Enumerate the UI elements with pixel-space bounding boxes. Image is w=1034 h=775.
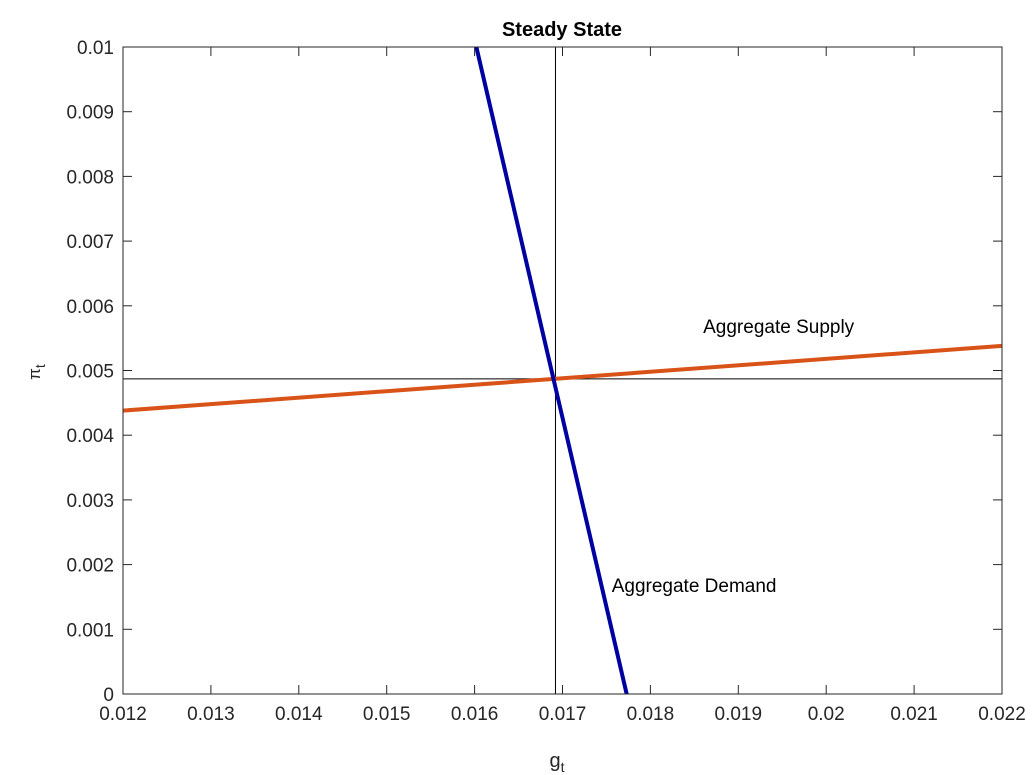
y-tick-label: 0.008: [66, 167, 114, 188]
x-tick-label: 0.02: [808, 704, 845, 725]
x-axis-label-symbol: g: [549, 750, 560, 772]
y-tick-label: 0.004: [66, 426, 114, 447]
x-axis-label: gt: [549, 750, 564, 775]
plot-area-background: [123, 47, 1002, 694]
y-tick-label: 0.006: [66, 297, 114, 318]
y-axis: 0 0.001 0.002 0.003 0.004 0.005 0.006 0.007 0.00…: [66, 38, 1002, 706]
aggregate-supply-line: [122, 343, 1003, 413]
x-tick-label: 0.021: [890, 704, 938, 725]
y-tick-label: 0.01: [77, 38, 114, 59]
y-tick-label: 0.005: [66, 362, 114, 383]
y-tick-label: 0.009: [66, 103, 114, 124]
x-axis-label-subscript: t: [561, 759, 565, 775]
x-tick-label: 0.015: [363, 704, 411, 725]
y-tick-label: 0.007: [66, 232, 114, 253]
x-tick-label: 0.019: [715, 704, 763, 725]
x-axis: 0.012 0.013 0.014 0.015 0.016 0.017 0.018 0.019…: [99, 47, 1026, 725]
y-tick-label: 0.003: [66, 491, 114, 512]
x-tick-label: 0.014: [275, 704, 323, 725]
aggregate-demand-annotation: Aggregate Demand: [612, 576, 777, 597]
y-axis-label: πt: [25, 364, 48, 380]
x-tick-label: 0.022: [978, 704, 1026, 725]
y-axis-label-subscript: t: [32, 364, 48, 368]
x-tick-label: 0.017: [539, 704, 587, 725]
aggregate-supply-annotation: Aggregate Supply: [703, 317, 855, 338]
chart-title: Steady State: [502, 19, 622, 41]
x-tick-label: 0.018: [627, 704, 675, 725]
aggregate-demand-line: [474, 46, 629, 695]
y-tick-label: 0: [103, 685, 114, 706]
x-tick-label: 0.012: [99, 704, 147, 725]
x-tick-label: 0.016: [451, 704, 499, 725]
annotations: Aggregate Supply Aggregate Demand: [612, 317, 855, 597]
y-axis-label-symbol: π: [25, 368, 44, 380]
y-tick-label: 0.002: [66, 556, 114, 577]
y-tick-label: 0.001: [66, 620, 114, 641]
series-lines: [122, 46, 1003, 695]
x-tick-label: 0.013: [187, 704, 235, 725]
